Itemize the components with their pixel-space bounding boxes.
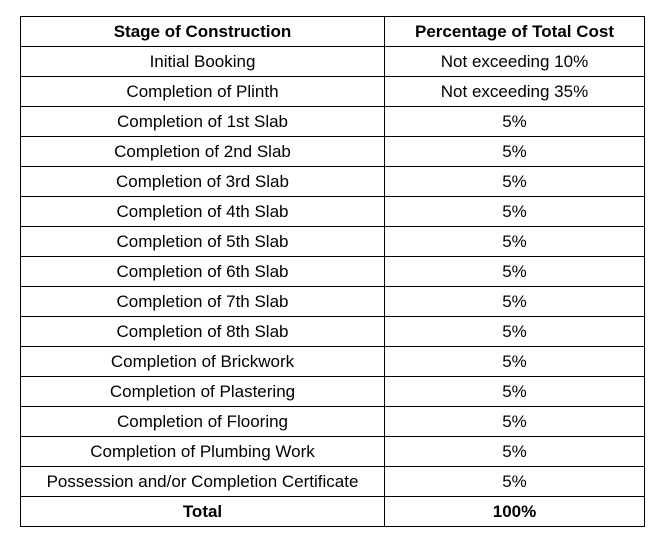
table-row: Possession and/or Completion Certificate… <box>20 466 645 497</box>
stage-cell: Completion of 3rd Slab <box>20 166 385 197</box>
stage-column-header: Stage of Construction <box>20 16 385 47</box>
table-body: Initial Booking Not exceeding 10% Comple… <box>20 46 645 527</box>
percentage-column-header: Percentage of Total Cost <box>384 16 645 47</box>
percentage-cell: 5% <box>384 316 645 347</box>
payment-schedule-table: Stage of Construction Percentage of Tota… <box>20 16 645 527</box>
table-row: Completion of Plumbing Work 5% <box>20 436 645 467</box>
percentage-cell: 5% <box>384 136 645 167</box>
stage-cell: Completion of Flooring <box>20 406 385 437</box>
table-row: Completion of 4th Slab 5% <box>20 196 645 227</box>
percentage-cell: 5% <box>384 256 645 287</box>
total-value: 100% <box>384 496 645 527</box>
table-row: Completion of Brickwork 5% <box>20 346 645 377</box>
table-row: Completion of 5th Slab 5% <box>20 226 645 257</box>
percentage-cell: 5% <box>384 196 645 227</box>
stage-cell: Completion of Plinth <box>20 76 385 107</box>
percentage-cell: 5% <box>384 466 645 497</box>
table-row: Completion of Flooring 5% <box>20 406 645 437</box>
stage-cell: Completion of Plumbing Work <box>20 436 385 467</box>
stage-cell: Completion of 2nd Slab <box>20 136 385 167</box>
percentage-cell: 5% <box>384 376 645 407</box>
table-row: Completion of 7th Slab 5% <box>20 286 645 317</box>
stage-cell: Possession and/or Completion Certificate <box>20 466 385 497</box>
stage-cell: Completion of Brickwork <box>20 346 385 377</box>
stage-cell: Completion of Plastering <box>20 376 385 407</box>
table-row: Completion of 6th Slab 5% <box>20 256 645 287</box>
percentage-cell: 5% <box>384 286 645 317</box>
stage-cell: Completion of 6th Slab <box>20 256 385 287</box>
stage-cell: Completion of 1st Slab <box>20 106 385 137</box>
stage-cell: Completion of 4th Slab <box>20 196 385 227</box>
total-row: Total 100% <box>20 496 645 527</box>
total-label: Total <box>20 496 385 527</box>
percentage-cell: 5% <box>384 166 645 197</box>
header-row: Stage of Construction Percentage of Tota… <box>20 16 645 47</box>
percentage-cell: 5% <box>384 346 645 377</box>
percentage-cell: 5% <box>384 226 645 257</box>
table-row: Completion of 8th Slab 5% <box>20 316 645 347</box>
table-row: Completion of Plastering 5% <box>20 376 645 407</box>
stage-cell: Initial Booking <box>20 46 385 77</box>
percentage-cell: 5% <box>384 106 645 137</box>
table-row: Completion of 2nd Slab 5% <box>20 136 645 167</box>
stage-cell: Completion of 7th Slab <box>20 286 385 317</box>
table-row: Initial Booking Not exceeding 10% <box>20 46 645 77</box>
percentage-cell: Not exceeding 35% <box>384 76 645 107</box>
percentage-cell: 5% <box>384 406 645 437</box>
table-row: Completion of 3rd Slab 5% <box>20 166 645 197</box>
payment-schedule-container: Stage of Construction Percentage of Tota… <box>20 16 645 527</box>
percentage-cell: Not exceeding 10% <box>384 46 645 77</box>
stage-cell: Completion of 5th Slab <box>20 226 385 257</box>
table-row: Completion of Plinth Not exceeding 35% <box>20 76 645 107</box>
table-row: Completion of 1st Slab 5% <box>20 106 645 137</box>
stage-cell: Completion of 8th Slab <box>20 316 385 347</box>
percentage-cell: 5% <box>384 436 645 467</box>
